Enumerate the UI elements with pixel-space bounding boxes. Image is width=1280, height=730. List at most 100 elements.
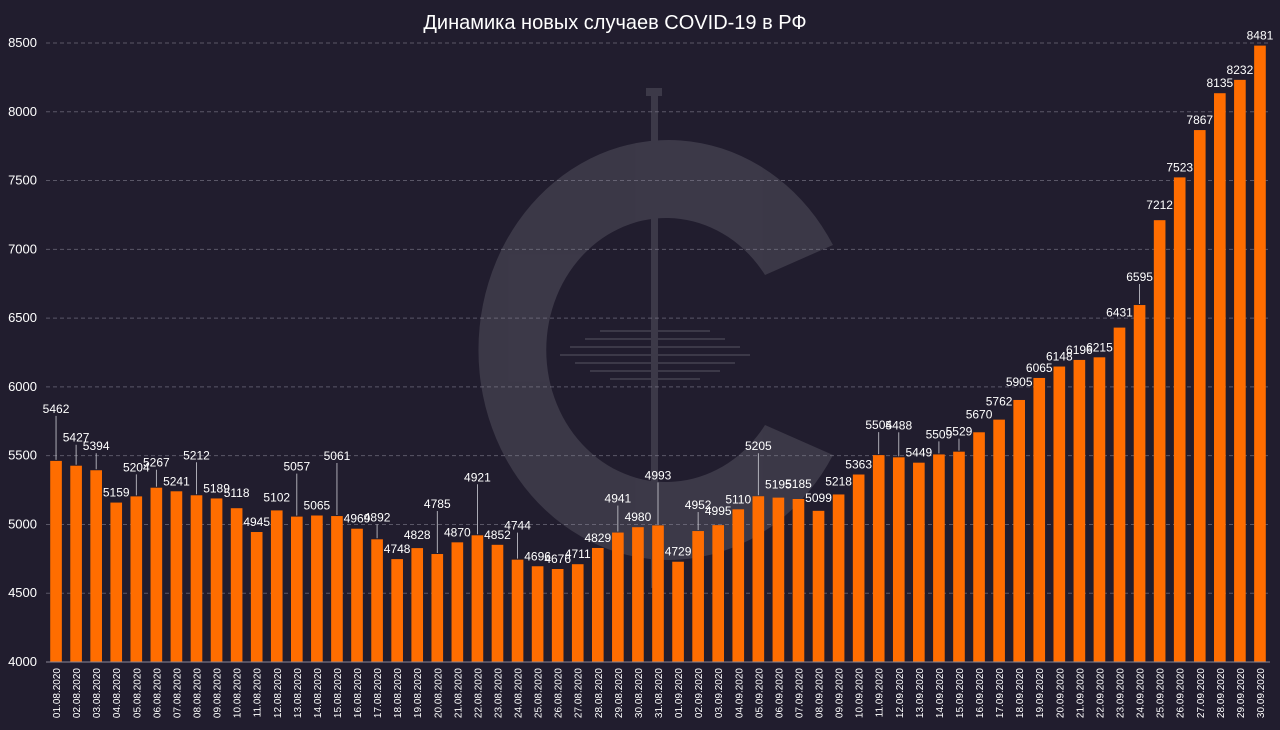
label-leader-lines <box>55 284 1140 559</box>
bar <box>772 497 785 662</box>
data-label: 5427 <box>63 431 90 445</box>
bar <box>1254 45 1266 663</box>
bar <box>832 494 845 662</box>
data-label: 5241 <box>163 474 190 488</box>
bar <box>571 564 584 662</box>
chart-title: Динамика новых случаев COVID-19 в РФ <box>423 12 806 34</box>
x-tick-label: 17.09.2020 <box>995 668 1006 718</box>
bar <box>311 515 323 662</box>
bar <box>872 455 885 662</box>
bar <box>612 532 624 662</box>
y-axis-ticks: 4000 4500 5000 5500 6000 6500 7000 7500 8000 8500 <box>8 35 37 669</box>
bar <box>1013 399 1025 662</box>
x-tick-label: 20.08.2020 <box>433 668 444 718</box>
data-label: 8232 <box>1227 63 1254 77</box>
data-label: 4921 <box>464 470 491 484</box>
data-label: 4945 <box>243 515 270 529</box>
data-label: 5159 <box>103 486 130 500</box>
bar <box>511 559 524 662</box>
bar <box>1234 79 1246 663</box>
x-tick-label: 02.08.2020 <box>72 668 83 718</box>
data-label: 8481 <box>1247 29 1274 43</box>
x-tick-label: 11.08.2020 <box>253 668 264 718</box>
data-label: 5065 <box>304 499 331 513</box>
x-tick-label: 24.08.2020 <box>514 668 525 718</box>
data-label: 5762 <box>986 395 1013 409</box>
x-tick-label: 08.09.2020 <box>815 668 826 718</box>
x-tick-label: 31.08.2020 <box>654 668 665 718</box>
data-label: 5110 <box>725 492 751 506</box>
data-label: 5267 <box>143 456 170 470</box>
x-tick-label: 07.08.2020 <box>172 668 183 718</box>
data-label: 5449 <box>906 446 933 460</box>
x-tick-label: 02.09.2020 <box>694 668 705 718</box>
grid-lines <box>46 42 1270 594</box>
data-label: 5363 <box>845 458 872 472</box>
data-label: 6196 <box>1066 343 1093 357</box>
x-tick-label: 04.08.2020 <box>112 668 123 718</box>
x-tick-label: 14.08.2020 <box>313 668 324 718</box>
data-label: 4952 <box>685 498 712 512</box>
data-label: 4711 <box>565 547 591 561</box>
x-tick-label: 27.09.2020 <box>1196 668 1207 718</box>
bar <box>451 542 464 662</box>
data-label: 6148 <box>1046 350 1073 364</box>
y-tick-label: 6000 <box>8 379 37 394</box>
data-label: 7523 <box>1166 160 1193 174</box>
x-tick-label: 13.09.2020 <box>915 668 926 718</box>
data-label: 6215 <box>1086 340 1113 354</box>
y-tick-label: 7000 <box>8 241 37 256</box>
bar <box>411 548 424 662</box>
y-tick-label: 4500 <box>8 585 37 600</box>
data-label: 5195 <box>765 478 792 492</box>
bar <box>672 561 684 662</box>
data-label: 5504 <box>865 418 892 432</box>
bar <box>551 569 564 662</box>
data-label: 5189 <box>203 481 230 495</box>
x-tick-label: 18.09.2020 <box>1015 668 1026 718</box>
data-label: 4852 <box>484 528 511 542</box>
data-label: 4993 <box>645 468 672 482</box>
data-label: 5057 <box>283 460 310 474</box>
bar <box>351 528 363 662</box>
x-tick-label: 23.09.2020 <box>1116 668 1127 718</box>
data-label: 5118 <box>224 486 250 500</box>
bar <box>1153 220 1166 662</box>
bar <box>812 510 825 662</box>
bar <box>190 495 203 662</box>
x-tick-label: 15.09.2020 <box>955 668 966 718</box>
x-tick-label: 20.09.2020 <box>1055 668 1066 718</box>
bar <box>1193 130 1206 663</box>
bar <box>1214 93 1226 663</box>
x-tick-label: 22.09.2020 <box>1095 668 1106 718</box>
bars <box>50 45 1266 663</box>
bar <box>170 491 183 662</box>
x-tick-label: 10.08.2020 <box>233 668 244 718</box>
bar <box>1053 366 1066 662</box>
bar <box>973 432 985 662</box>
data-label: 5670 <box>966 407 993 421</box>
x-tick-label: 01.08.2020 <box>52 668 63 718</box>
data-label: 4995 <box>705 504 732 518</box>
bar <box>491 544 504 662</box>
bar <box>130 496 143 662</box>
bar <box>752 496 765 662</box>
data-label: 4870 <box>444 525 471 539</box>
bar <box>913 462 925 662</box>
data-label: 5529 <box>946 425 973 439</box>
bar <box>652 525 664 662</box>
data-label: 5204 <box>123 460 150 474</box>
x-tick-label: 22.08.2020 <box>473 668 484 718</box>
data-label: 5394 <box>83 439 110 453</box>
x-tick-label: 27.08.2020 <box>574 668 585 718</box>
bar <box>1173 177 1186 662</box>
x-tick-label: 05.08.2020 <box>132 668 143 718</box>
data-label: 4941 <box>605 492 632 506</box>
bar <box>1093 357 1106 662</box>
x-tick-label: 25.09.2020 <box>1156 668 1167 718</box>
x-tick-label: 29.09.2020 <box>1236 668 1247 718</box>
x-tick-label: 26.08.2020 <box>554 668 565 718</box>
x-tick-label: 25.08.2020 <box>534 668 545 718</box>
x-tick-label: 18.08.2020 <box>393 668 404 718</box>
